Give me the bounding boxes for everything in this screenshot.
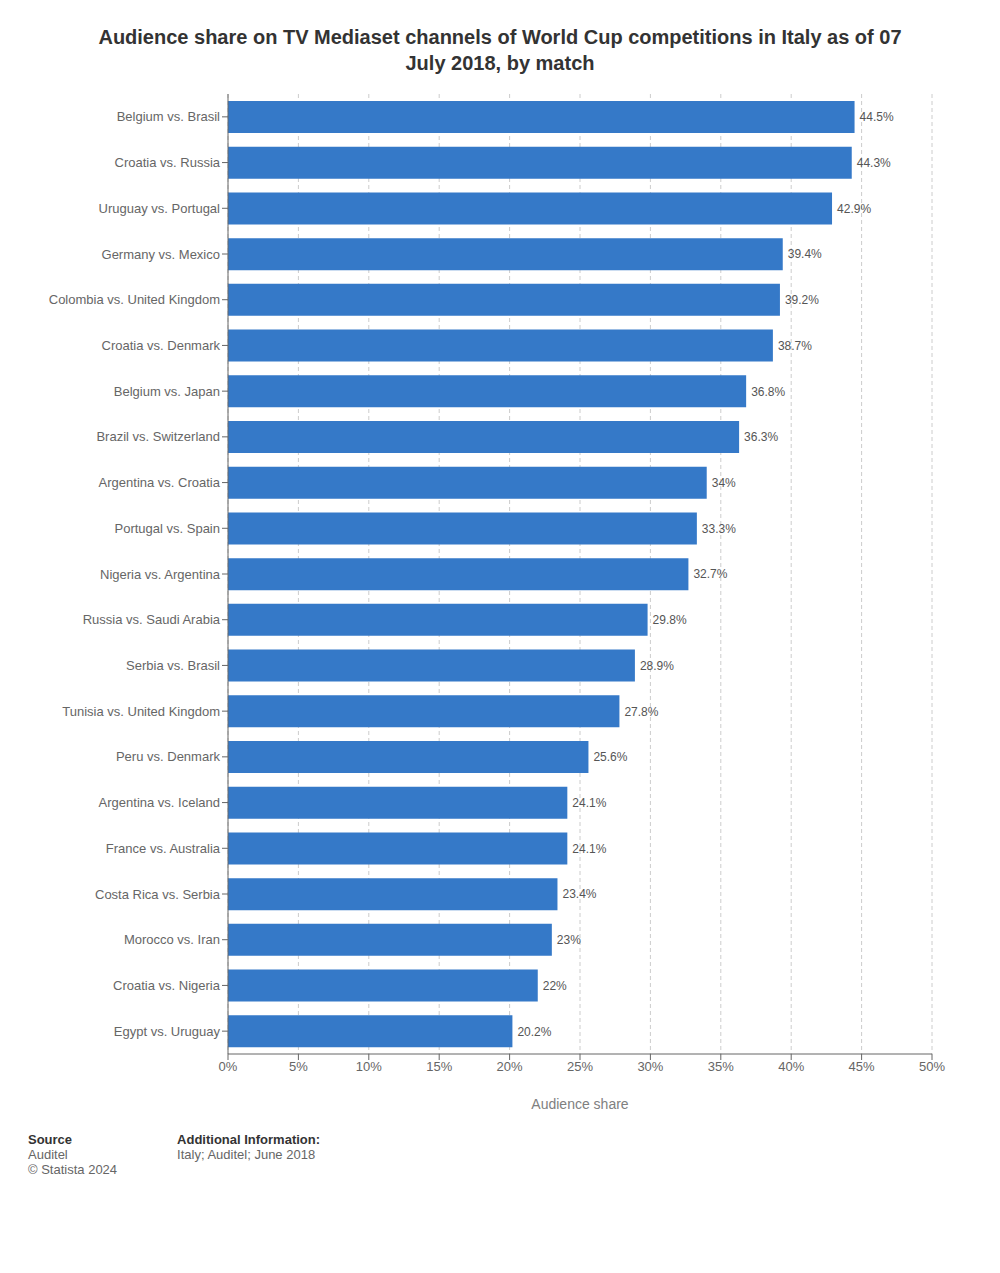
svg-text:39.2%: 39.2%: [785, 293, 819, 307]
svg-text:38.7%: 38.7%: [778, 339, 812, 353]
svg-text:20.2%: 20.2%: [517, 1025, 551, 1039]
svg-text:Serbia vs. Brasil: Serbia vs. Brasil: [126, 658, 220, 673]
svg-text:25.6%: 25.6%: [593, 750, 627, 764]
svg-text:Croatia vs. Nigeria: Croatia vs. Nigeria: [113, 978, 221, 993]
svg-text:Peru vs. Denmark: Peru vs. Denmark: [116, 749, 221, 764]
svg-text:Colombia vs. United Kingdom: Colombia vs. United Kingdom: [49, 292, 220, 307]
svg-text:50%: 50%: [919, 1059, 945, 1074]
svg-text:25%: 25%: [567, 1059, 593, 1074]
svg-text:Argentina vs. Croatia: Argentina vs. Croatia: [99, 475, 221, 490]
svg-text:Argentina vs. Iceland: Argentina vs. Iceland: [99, 795, 220, 810]
svg-text:Croatia vs. Denmark: Croatia vs. Denmark: [102, 338, 221, 353]
svg-text:42.9%: 42.9%: [837, 202, 871, 216]
svg-text:Belgium vs. Brasil: Belgium vs. Brasil: [117, 109, 220, 124]
svg-text:23.4%: 23.4%: [562, 887, 596, 901]
svg-text:36.8%: 36.8%: [751, 385, 785, 399]
svg-text:Germany vs. Mexico: Germany vs. Mexico: [102, 247, 220, 262]
svg-text:23%: 23%: [557, 933, 581, 947]
svg-text:28.9%: 28.9%: [640, 659, 674, 673]
svg-text:30%: 30%: [637, 1059, 663, 1074]
svg-text:Nigeria vs. Argentina: Nigeria vs. Argentina: [100, 567, 221, 582]
svg-text:39.4%: 39.4%: [788, 247, 822, 261]
svg-text:24.1%: 24.1%: [572, 842, 606, 856]
svg-text:15%: 15%: [426, 1059, 452, 1074]
svg-text:33.3%: 33.3%: [702, 522, 736, 536]
svg-text:5%: 5%: [289, 1059, 308, 1074]
svg-text:Uruguay vs. Portugal: Uruguay vs. Portugal: [99, 201, 221, 216]
svg-text:Portugal vs. Spain: Portugal vs. Spain: [114, 521, 220, 536]
svg-text:34%: 34%: [712, 476, 736, 490]
svg-text:27.8%: 27.8%: [624, 705, 658, 719]
html-text:Auditel © Statista 2024: Auditel © Statista 2024: [28, 1147, 118, 1177]
svg-text:20%: 20%: [497, 1059, 523, 1074]
svg-text:Belgium vs. Japan: Belgium vs. Japan: [114, 384, 220, 399]
svg-text:29.8%: 29.8%: [653, 613, 687, 627]
svg-text:Russia vs. Saudi Arabia: Russia vs. Saudi Arabia: [83, 612, 221, 627]
svg-text:France vs. Australia: France vs. Australia: [106, 841, 221, 856]
svg-text:36.3%: 36.3%: [744, 430, 778, 444]
svg-text:Croatia vs. Russia: Croatia vs. Russia: [115, 155, 221, 170]
svg-text:24.1%: 24.1%: [572, 796, 606, 810]
svg-text:44.5%: 44.5%: [860, 110, 894, 124]
svg-text:Costa Rica vs. Serbia: Costa Rica vs. Serbia: [95, 887, 221, 902]
svg-text:Brazil vs. Switzerland: Brazil vs. Switzerland: [96, 429, 220, 444]
svg-text:0%: 0%: [219, 1059, 238, 1074]
svg-text:Audience share: Audience share: [531, 1096, 629, 1112]
svg-text:40%: 40%: [778, 1059, 804, 1074]
svg-text:44.3%: 44.3%: [857, 156, 891, 170]
html-text:Italy; Auditel; June 2018: Italy; Auditel; June 2018: [177, 1147, 316, 1162]
html-text:Source: Source: [28, 1132, 73, 1147]
svg-text:Egypt vs. Uruguay: Egypt vs. Uruguay: [114, 1024, 221, 1039]
svg-text:45%: 45%: [849, 1059, 875, 1074]
svg-text:Tunisia vs. United Kingdom: Tunisia vs. United Kingdom: [62, 704, 220, 719]
svg-text:35%: 35%: [708, 1059, 734, 1074]
svg-text:22%: 22%: [543, 979, 567, 993]
svg-text:32.7%: 32.7%: [693, 567, 727, 581]
html-text:Additional Information:: Additional Information:: [177, 1132, 321, 1147]
svg-text:10%: 10%: [356, 1059, 382, 1074]
svg-text:Morocco vs. Iran: Morocco vs. Iran: [124, 932, 220, 947]
html-text:Audience share on TV Mediaset: Audience share on TV Mediaset channels o…: [98, 26, 902, 74]
